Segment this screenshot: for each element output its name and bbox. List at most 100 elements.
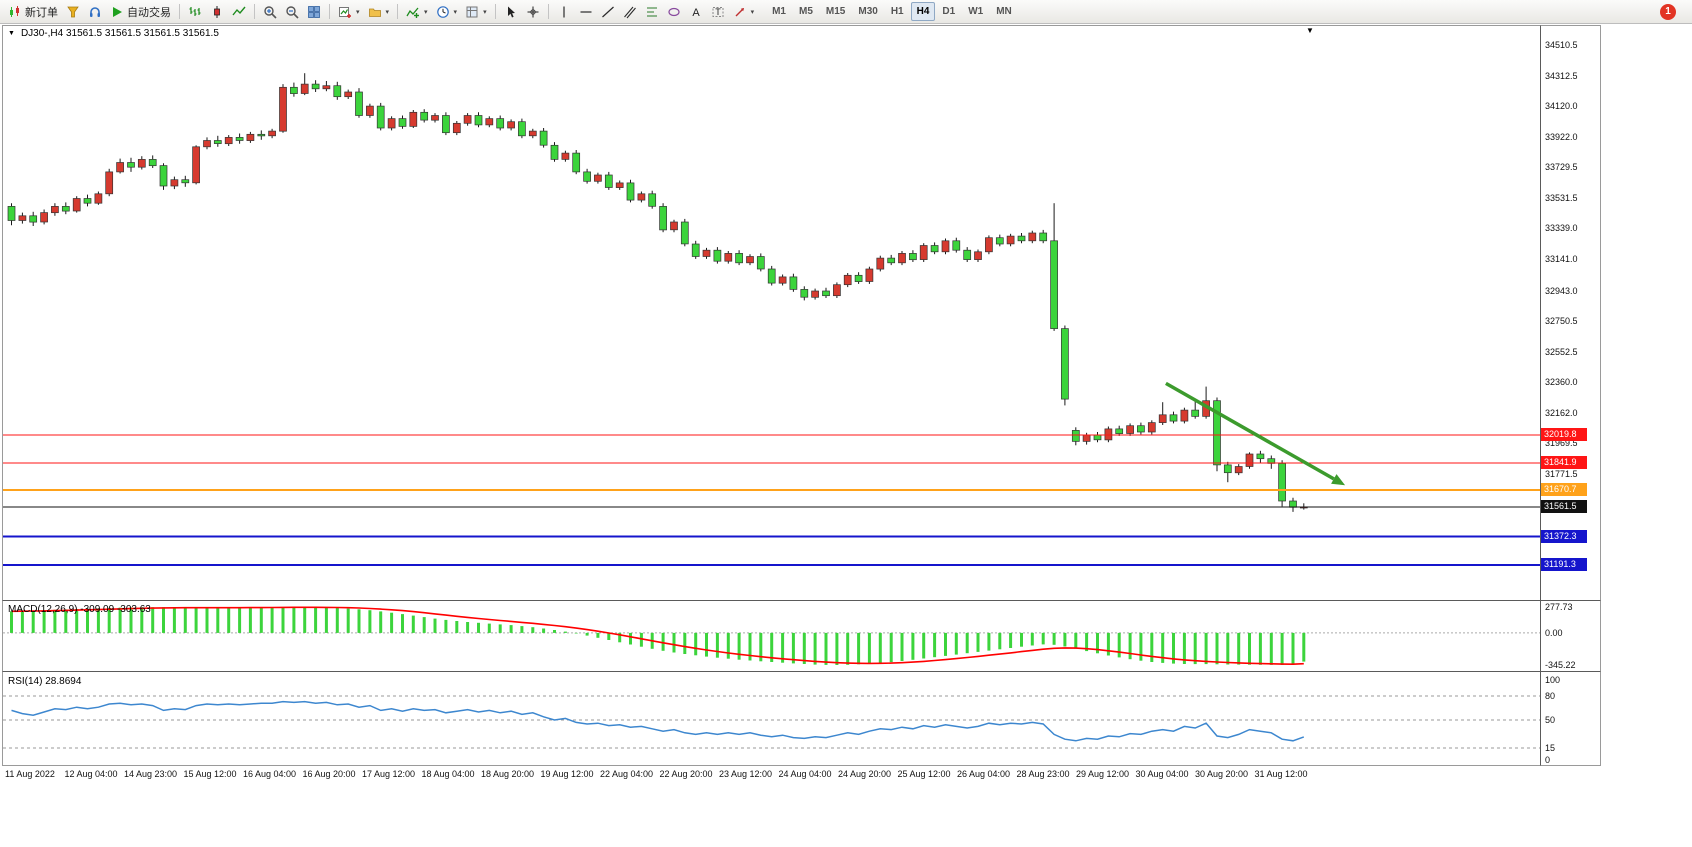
zoom-out-button[interactable] [281,2,303,22]
macd-indicator-label: MACD(12,26,9) -309.09 -303.63 [8,604,151,615]
price-line-tag[interactable]: 31372.3 [1541,529,1587,543]
time-label: 14 Aug 23:00 [124,769,178,779]
timeframe-m1-button[interactable]: M1 [772,6,786,17]
price-tick: 33339.0 [1545,223,1578,234]
profiles-button[interactable]: ▾ [364,2,394,22]
autotrading-button[interactable]: 自动交易 [106,2,175,22]
indicators-button[interactable]: ▾ [402,2,432,22]
text-label-button[interactable]: T [707,2,729,22]
horizontal-line-button[interactable] [575,2,597,22]
timeframe-h1-button[interactable]: H1 [890,6,904,17]
candlestick-series [7,73,1308,512]
price-line-tag[interactable]: 32019.8 [1541,428,1587,442]
crosshair-icon [526,5,540,19]
notification-badge[interactable]: 1 [1660,3,1676,20]
svg-text:T: T [715,7,721,17]
price-line-tag[interactable]: 31561.5 [1541,499,1587,513]
rsi-tick: 0 [1545,755,1551,765]
candlestick-chart-button[interactable] [206,2,228,22]
line-chart-button[interactable] [228,2,250,22]
scroll-end-marker[interactable]: ▼ [1306,26,1314,35]
toolbar-separator [179,4,180,19]
timeframe-h4-button[interactable]: H4 [910,2,936,21]
cursor-button[interactable] [500,2,522,22]
time-label: 16 Aug 20:00 [302,769,356,779]
candles-icon [8,5,22,19]
new-order-button[interactable]: 新订单 [4,2,62,22]
bar-chart-button[interactable] [184,2,206,22]
trend-arrow[interactable] [1165,381,1346,486]
toolbar-separator [397,4,399,19]
vertical-line-button[interactable] [553,2,575,22]
vline-icon [557,5,571,19]
timeframe-m5-button[interactable]: M5 [799,6,813,17]
price-line-tag[interactable]: 31191.3 [1541,558,1587,571]
rsi-indicator-label: RSI(14) 28.8694 [8,676,82,687]
shapes-button[interactable] [663,2,685,22]
dropdown-caret-icon[interactable]: ▾ [483,8,487,16]
timeframe-mn-button[interactable]: MN [996,6,1012,17]
price-tick: 34510.5 [1545,39,1578,50]
time-label: 12 Aug 04:00 [64,769,118,779]
template-icon [465,5,479,19]
time-label: 18 Aug 04:00 [421,769,475,779]
wizard-button[interactable] [62,2,84,22]
price-tick: 33922.0 [1545,132,1578,143]
price-line-tag[interactable]: 31841.9 [1541,456,1587,470]
dropdown-caret-icon[interactable]: ▾ [385,8,390,16]
search-button[interactable] [1640,2,1648,22]
dropdown-caret-icon[interactable]: ▾ [424,8,428,16]
price-tick: 32750.5 [1545,315,1578,326]
toolbar-buttons: 新订单 自动交易 ▾ ▾ ▾ ▾ ▾ A T ▾ [4,2,758,22]
time-label: 29 Aug 12:00 [1076,769,1130,779]
fibonacci-button[interactable] [641,2,663,22]
tile-windows-button[interactable] [303,2,325,22]
macd-signal-line [11,606,1304,666]
horizontal-lines[interactable] [3,434,1540,566]
price-tick: 34312.5 [1545,70,1578,81]
candle-icon [210,5,224,19]
time-label: 24 Aug 04:00 [778,769,832,779]
toolbar-separator [547,4,549,19]
macd-tick: 0.00 [1545,627,1563,638]
macd-tick: -345.22 [1545,660,1576,670]
dropdown-caret-icon[interactable]: ▾ [453,8,458,16]
rsi-line [11,700,1305,742]
templates-button[interactable]: ▾ [461,2,491,22]
wizard-icon [66,5,80,19]
channel-button[interactable] [619,2,641,22]
timeframe-m15-button[interactable]: M15 [825,6,846,17]
price-tick: 33141.0 [1545,254,1578,265]
price-tick: 32552.5 [1545,346,1578,357]
toolbar-separator [494,4,496,19]
toolbar-separator [254,4,255,19]
textA-icon: A [689,5,703,19]
linechart-icon [232,5,246,19]
new-chart-button[interactable]: ▾ [334,2,364,22]
indicator-icon [406,5,420,19]
zoom-in-button[interactable] [259,2,281,22]
sounds-button[interactable] [84,2,106,22]
time-label: 31 Aug 12:00 [1254,769,1308,779]
dropdown-caret-icon[interactable]: ▾ [356,8,360,16]
crosshair-button[interactable] [522,2,544,22]
dropdown-caret-icon[interactable]: ▾ [750,8,755,16]
pane-borders [2,25,1601,766]
chart-menu-icon[interactable]: ▼ [8,30,15,37]
arrows-button[interactable]: ▾ [729,2,759,22]
rsi-tick: 15 [1545,743,1556,753]
time-label: 19 Aug 12:00 [540,769,594,779]
timeframe-w1-button[interactable]: W1 [968,6,984,17]
periods-button[interactable]: ▾ [432,2,462,22]
labelT-icon: T [711,5,725,19]
timeframe-d1-button[interactable]: D1 [942,6,956,17]
price-line-tag[interactable]: 31670.7 [1541,482,1587,496]
trendline-button[interactable] [597,2,619,22]
timeframe-m30-button[interactable]: M30 [858,6,878,17]
text-button[interactable]: A [685,2,707,22]
chart-canvas[interactable] [0,24,1692,847]
profiles-icon [368,5,382,19]
new-order-label: 新订单 [25,6,58,19]
time-label: 24 Aug 20:00 [838,769,892,779]
cursor-icon [504,5,518,19]
